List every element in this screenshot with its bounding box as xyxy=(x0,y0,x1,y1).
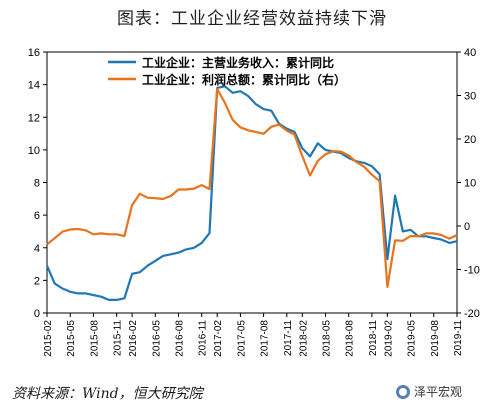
y-left-tick-label: 0 xyxy=(34,308,40,320)
x-tick-label: 2015-08 xyxy=(89,320,100,357)
series-line-2 xyxy=(46,87,458,288)
y-right-tick-label: 30 xyxy=(464,91,476,103)
x-tick-label: 2017-02 xyxy=(213,320,224,357)
x-tick-label: 2016-11 xyxy=(198,320,209,356)
x-tick-label: 2019-08 xyxy=(430,320,441,357)
y-right-tick-label: 40 xyxy=(464,47,476,59)
line-chart: 0 2 4 6 8 10 12 14 16 -20 -10 0 10 20 30 40 2015-02 2015-… xyxy=(28,47,480,357)
y-left-tick-label: 8 xyxy=(34,178,40,190)
x-tick-label: 2017-11 xyxy=(283,320,294,356)
x-tick-label: 2015-02 xyxy=(43,320,54,357)
y-left-tick-label: 2 xyxy=(34,275,40,287)
x-tick-label: 2015-05 xyxy=(66,320,77,357)
x-tick-label: 2018-11 xyxy=(368,320,379,356)
x-tick-label: 2016-05 xyxy=(151,320,162,357)
legend-label-2: 工业企业：利润总额：累计同比（右） xyxy=(142,72,346,87)
wechat-logo-icon xyxy=(396,384,410,399)
y-right-tick-label: 10 xyxy=(464,178,476,190)
y-right-tick-label: 0 xyxy=(464,221,470,233)
plot-frame xyxy=(46,51,458,314)
y-right-tick-label: -20 xyxy=(464,308,480,320)
x-tick-label: 2018-02 xyxy=(298,320,309,357)
y-left-tick-label: 6 xyxy=(34,210,40,222)
x-tick-label: 2018-05 xyxy=(321,320,332,357)
chart-lines xyxy=(45,85,458,301)
watermark-text: 泽平宏观 xyxy=(414,385,463,399)
page-title: 图表：工业企业经营效益持续下滑 xyxy=(117,9,387,29)
y-left-tick-label: 10 xyxy=(28,145,40,157)
y-left-tick-label: 16 xyxy=(28,47,40,59)
y-left-tick-label: 12 xyxy=(28,112,40,124)
x-tick-label: 2015-11 xyxy=(113,320,124,356)
x-tick-label: 2019-02 xyxy=(383,320,394,357)
chart-axes: 0 2 4 6 8 10 12 14 16 -20 -10 0 10 20 30 40 2015-02 2015-… xyxy=(28,47,480,357)
x-tick-label: 2019-11 xyxy=(453,320,464,356)
x-tick-label: 2016-08 xyxy=(175,320,186,357)
x-tick-label: 2017-08 xyxy=(260,320,271,357)
x-tick-label: 2018-08 xyxy=(345,320,356,357)
y-right-tick-label: -10 xyxy=(464,265,480,277)
y-right-tick-label: 20 xyxy=(464,134,476,146)
source-note: 资料来源：Wind，恒大研究院 xyxy=(12,386,203,402)
y-left-tick-label: 14 xyxy=(28,80,40,92)
y-left-tick-label: 4 xyxy=(34,243,40,255)
x-tick-label: 2016-02 xyxy=(128,320,139,357)
legend-label-1: 工业企业：主营业务收入：累计同比 xyxy=(142,55,334,70)
x-tick-label: 2017-05 xyxy=(236,320,247,357)
watermark: 泽平宏观 xyxy=(396,383,462,400)
x-tick-label: 2019-05 xyxy=(407,320,418,357)
series-line-1 xyxy=(45,85,458,301)
